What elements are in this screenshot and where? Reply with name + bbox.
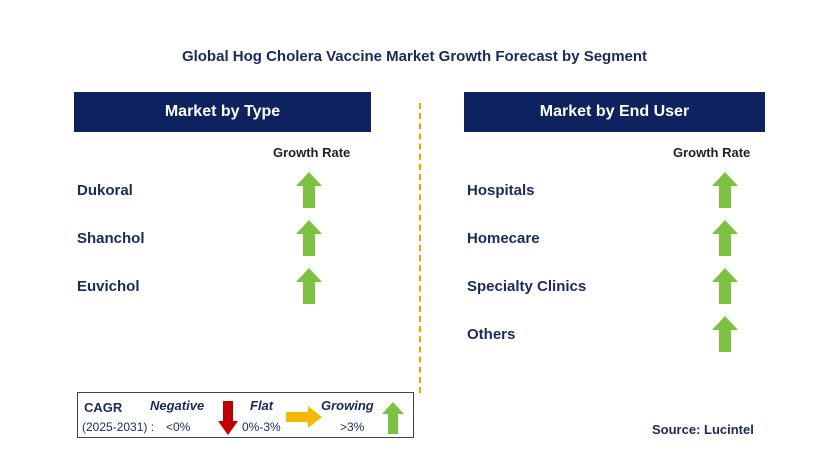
end-user-growth-rate-label: Growth Rate (673, 145, 751, 160)
legend-period-label: (2025-2031) : (82, 420, 155, 434)
up-arrow-icon (712, 316, 738, 352)
up-arrow-icon (296, 268, 322, 304)
type-item-shanchol: Shanchol (77, 230, 145, 247)
end-user-item-others: Others (467, 326, 516, 343)
end-user-panel-header: Market by End User (464, 92, 765, 132)
up-arrow-icon (382, 402, 404, 434)
up-arrow-icon (712, 172, 738, 208)
type-item-euvichol: Euvichol (77, 278, 140, 295)
right-arrow-icon (286, 406, 322, 428)
end-user-item-specialty-clinics: Specialty Clinics (467, 278, 587, 295)
up-arrow-icon (296, 220, 322, 256)
legend-flat-range: 0%-3% (242, 420, 281, 434)
type-panel-header: Market by Type (74, 92, 371, 132)
chart-title: Global Hog Cholera Vaccine Market Growth… (181, 48, 648, 65)
type-item-dukoral: Dukoral (77, 182, 133, 199)
legend-negative-label: Negative (150, 398, 205, 413)
legend-negative-range: <0% (166, 420, 191, 434)
up-arrow-icon (712, 268, 738, 304)
legend-growing-label: Growing (321, 398, 374, 413)
up-arrow-icon (712, 220, 738, 256)
end-user-item-hospitals: Hospitals (467, 182, 535, 199)
end-user-item-homecare: Homecare (467, 230, 540, 247)
panel-divider (419, 103, 421, 393)
legend-flat-label: Flat (250, 398, 274, 413)
down-arrow-icon (218, 401, 238, 435)
cagr-legend: CAGR (2025-2031) : Negative <0% Flat 0%-… (77, 392, 414, 438)
up-arrow-icon (296, 172, 322, 208)
legend-growing-range: >3% (340, 420, 365, 434)
source-credit: Source: Lucintel (652, 422, 754, 437)
legend-cagr-label: CAGR (84, 400, 123, 415)
type-growth-rate-label: Growth Rate (273, 145, 351, 160)
